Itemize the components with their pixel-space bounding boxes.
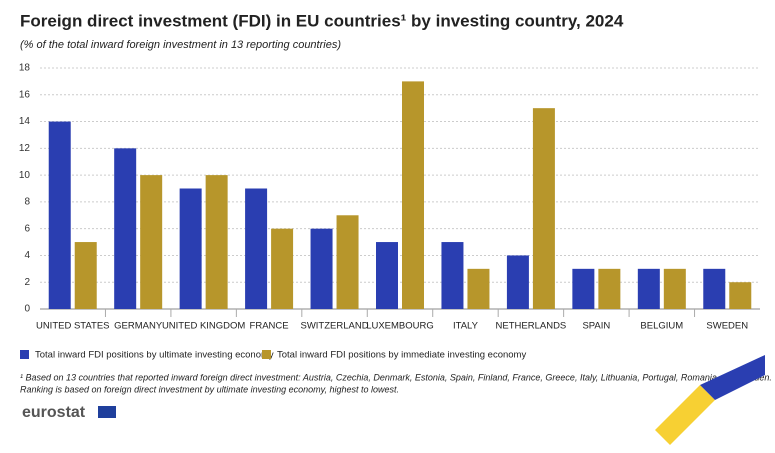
- y-tick-label: 10: [19, 170, 31, 181]
- chart-title: Foreign direct investment (FDI) in EU co…: [20, 11, 624, 30]
- y-tick-label: 6: [24, 223, 30, 234]
- y-tick-label: 14: [19, 116, 31, 127]
- bar: [114, 148, 137, 309]
- y-tick-label: 12: [19, 143, 31, 154]
- bar: [467, 268, 490, 309]
- decor: [700, 355, 765, 400]
- footnote: ¹ Based on 13 countries that reported in…: [20, 372, 772, 382]
- y-tick-label: 2: [24, 277, 30, 288]
- y-tick-label: 18: [19, 63, 31, 74]
- eu-flag: [98, 406, 116, 418]
- legend-swatch: [262, 350, 271, 359]
- bar: [74, 242, 97, 309]
- bar: [376, 242, 398, 309]
- x-tick-label: BELGIUM: [640, 321, 683, 332]
- legend-swatch: [20, 350, 29, 359]
- bar: [48, 121, 71, 309]
- bar: [310, 228, 333, 309]
- x-tick-label: FRANCE: [250, 321, 289, 332]
- y-tick-label: 8: [24, 197, 30, 208]
- bar: [441, 242, 464, 309]
- bar: [506, 255, 529, 309]
- bar: [336, 215, 359, 309]
- bar: [532, 108, 555, 310]
- bar: [729, 282, 752, 309]
- x-tick-label: SWITZERLAND: [300, 321, 368, 332]
- bar: [663, 268, 686, 309]
- x-tick-label: UNITED STATES: [36, 321, 110, 332]
- bar: [703, 268, 726, 309]
- footnote: Ranking is based on foreign direct inves…: [20, 384, 399, 394]
- x-tick-label: ITALY: [453, 321, 479, 332]
- x-tick-label: GERMANY: [114, 321, 163, 332]
- bar: [402, 81, 424, 309]
- bar: [572, 268, 595, 309]
- x-tick-label: LUXEMBOURG: [366, 321, 434, 332]
- y-tick-label: 0: [24, 304, 30, 315]
- legend-label: Total inward FDI positions by ultimate i…: [35, 350, 274, 361]
- bar: [271, 228, 294, 309]
- x-tick-label: SWEDEN: [706, 321, 748, 332]
- bar: [140, 175, 163, 309]
- x-tick-label: SPAIN: [582, 321, 610, 332]
- x-tick-label: UNITED KINGDOM: [162, 321, 245, 332]
- y-tick-label: 16: [19, 89, 31, 100]
- x-tick-label: NETHERLANDS: [496, 321, 567, 332]
- logo-text: eurostat: [22, 404, 86, 421]
- decor: [655, 385, 715, 445]
- bar: [637, 268, 660, 309]
- bar: [245, 188, 268, 309]
- bar: [179, 188, 202, 309]
- chart-subtitle: (% of the total inward foreign investmen…: [20, 39, 341, 51]
- bar: [205, 175, 228, 309]
- y-tick-label: 4: [24, 250, 30, 261]
- legend-label: Total inward FDI positions by immediate …: [277, 350, 526, 361]
- bar: [598, 268, 621, 309]
